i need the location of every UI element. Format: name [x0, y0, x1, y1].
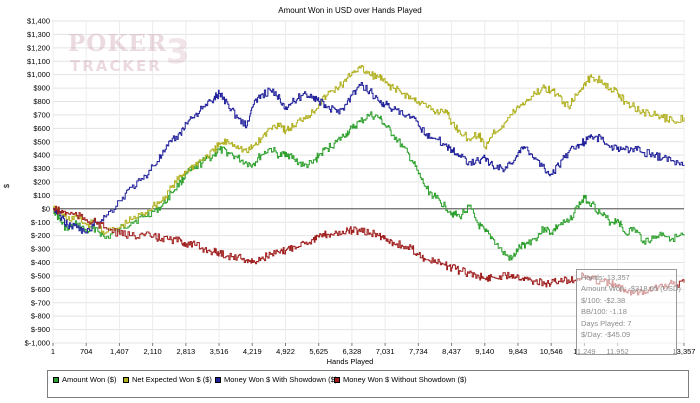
y-tick-label: $500	[33, 137, 50, 146]
legend-label: Money Won $ With Showdown ($)	[224, 375, 338, 384]
chart-legend: Amount Won ($) Net Expected Won $ ($) Mo…	[47, 370, 689, 398]
y-tick-label: $1,400	[27, 17, 50, 26]
y-tick-label: $-900	[31, 325, 50, 334]
stat-dollars-per-day: $/Day: -$45.09	[581, 330, 631, 340]
y-tick-label: $-400	[31, 258, 50, 267]
legend-label: Net Expected Won $ ($)	[132, 375, 212, 384]
stat-bb-per-100: BB/100: -1.18	[581, 307, 627, 317]
x-tick-label: 3,516	[210, 347, 229, 356]
logo-text-top: POKER	[68, 30, 167, 57]
x-tick-label: 8,437	[442, 347, 461, 356]
legend-item-with-showdown[interactable]: Money Won $ With Showdown ($)	[215, 375, 337, 384]
legend-label: Money Won $ Without Showdown ($)	[343, 375, 467, 384]
y-tick-label: $600	[33, 124, 50, 133]
x-tick-label: 1	[51, 347, 55, 356]
y-axis-ticks: $1,400 $1,300 $1,200 $1,100 $1,000 $900 $800 $7…	[25, 17, 50, 348]
stat-days-played: Days Played: 7	[581, 318, 632, 328]
x-tick-label: 1,407	[110, 347, 129, 356]
y-tick-label: $1,100	[27, 57, 50, 66]
y-tick-label: $-300	[31, 245, 50, 254]
y-tick-label: $-600	[31, 285, 50, 294]
stat-hands: Hands: 13,357	[581, 273, 630, 282]
x-tick-label: 13,357	[673, 347, 696, 356]
legend-item-net-expected[interactable]: Net Expected Won $ ($)	[123, 375, 212, 384]
stats-summary-box: Hands: 13,357 Amount Won: -$318.65 (USD)…	[576, 269, 681, 355]
x-tick-label: 6,328	[343, 347, 362, 356]
y-tick-label: $1,300	[27, 30, 50, 39]
y-tick-label: $-500	[31, 271, 50, 280]
poker-tracker-logo: POKER TRACKER 3	[68, 30, 190, 80]
stat-dollars-per-100: $/100: -$2.38	[581, 295, 626, 305]
x-tick-label: 704	[80, 347, 93, 356]
x-tick-label: 9,843	[509, 347, 528, 356]
x-tick-label: 5,625	[309, 347, 328, 356]
series-layer	[53, 65, 685, 296]
y-tick-label: $900	[33, 84, 50, 93]
x-tick-label: 10,546	[540, 347, 563, 356]
y-tick-label: $400	[33, 151, 50, 160]
y-tick-label: $300	[33, 164, 50, 173]
legend-swatch-icon	[334, 376, 340, 383]
chart-title: Amount Won in USD over Hands Played	[278, 6, 421, 15]
y-axis-title: $	[2, 183, 11, 188]
y-tick-label: $0	[42, 204, 50, 213]
x-tick-label: 7,734	[409, 347, 428, 356]
x-tick-label: 9,140	[475, 347, 494, 356]
logo-number: 3	[166, 32, 190, 72]
x-axis-title: Hands Played	[327, 357, 374, 366]
y-tick-label: $-200	[31, 231, 50, 240]
y-tick-label: $100	[33, 191, 50, 200]
y-tick-label: $200	[33, 178, 50, 187]
legend-swatch-icon	[123, 376, 129, 383]
legend-label: Amount Won ($)	[62, 375, 117, 384]
y-tick-label: $-700	[31, 298, 50, 307]
legend-swatch-icon	[215, 376, 221, 383]
stat-amount-won: Amount Won: -$318.65 (USD)	[581, 284, 681, 294]
series-line-2	[53, 65, 685, 235]
x-tick-label: 7,031	[376, 347, 395, 356]
series-line-1	[53, 111, 685, 261]
legend-swatch-icon	[53, 376, 59, 383]
y-tick-label: $800	[33, 97, 50, 106]
x-tick-label: 2,813	[176, 347, 195, 356]
logo-text-bottom: TRACKER	[70, 57, 162, 75]
y-tick-label: $1,000	[27, 70, 50, 79]
x-tick-label: 4,219	[243, 347, 262, 356]
grid-lines	[52, 20, 685, 344]
y-tick-label: $1,200	[27, 43, 50, 52]
series-line-3	[53, 82, 685, 234]
x-tick-label: 4,922	[276, 347, 295, 356]
y-tick-label: $-1,000	[25, 339, 50, 348]
legend-item-without-showdown[interactable]: Money Won $ Without Showdown ($)	[334, 375, 467, 384]
y-tick-label: $-800	[31, 312, 50, 321]
legend-item-amount-won[interactable]: Amount Won ($)	[53, 375, 116, 384]
y-tick-label: $700	[33, 110, 50, 119]
y-tick-label: $-100	[31, 218, 50, 227]
x-tick-label: 2,110	[144, 347, 162, 356]
